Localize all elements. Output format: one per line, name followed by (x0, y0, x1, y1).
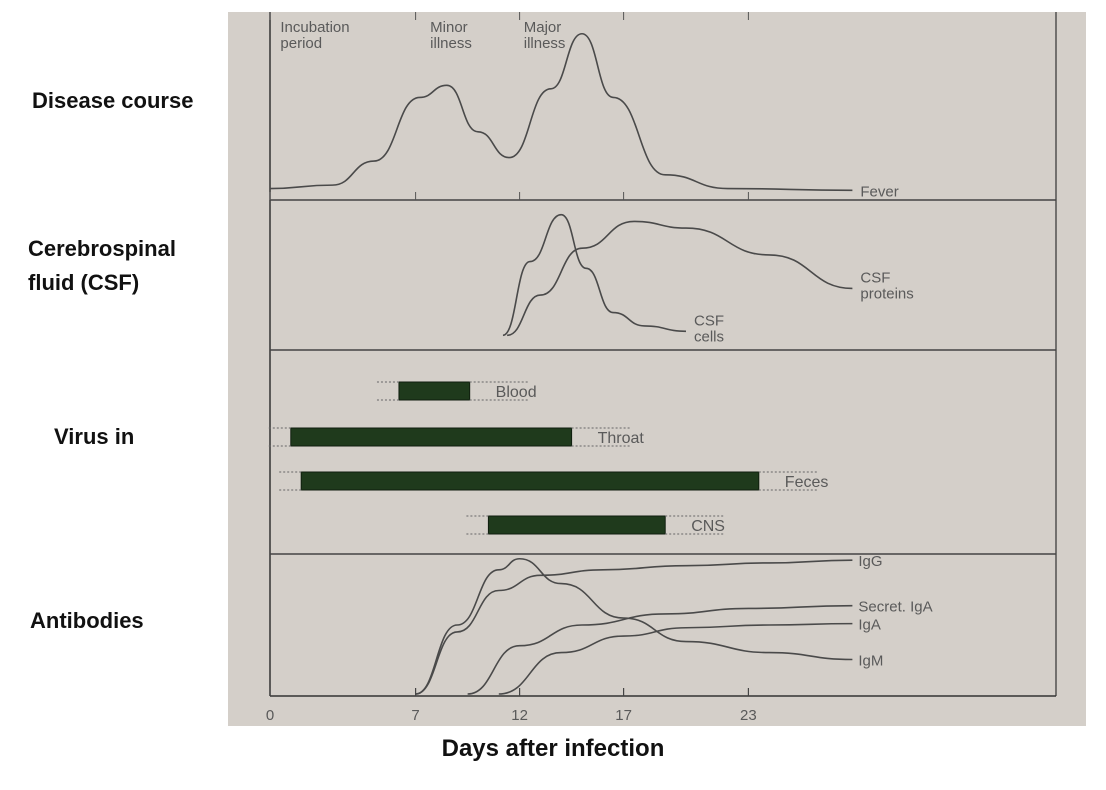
x-tick-label: 0 (266, 707, 274, 724)
series-label-throat: Throat (598, 430, 645, 447)
series-line-iga (498, 622, 853, 695)
series-label-fever: Fever (860, 183, 898, 200)
row-label-disease-course: Disease course (32, 88, 194, 113)
series-label-iga: IgA (858, 617, 881, 634)
series-label-igg: IgG (858, 553, 882, 570)
x-tick-label: 7 (411, 707, 419, 724)
virus-bar-feces (300, 471, 760, 491)
series-line-fever (269, 32, 853, 192)
series-label-secret-iga: Secret. IgA (858, 599, 932, 616)
virus-bar-cns (487, 515, 666, 535)
row-label-csf-line1: Cerebrospinal (28, 236, 176, 261)
row-label-virus-in: Virus in (54, 424, 135, 449)
virus-bar-throat (290, 427, 573, 447)
phase-label-3-line2: illness (524, 35, 566, 52)
phase-label-2-line1: Minor (430, 19, 468, 36)
series-label-cns: CNS (691, 518, 725, 535)
series-label-igm: IgM (858, 653, 883, 670)
series-line-secret-iga (467, 604, 853, 695)
series-label-csf-proteins-line2: proteins (860, 285, 913, 302)
series-line-igg (415, 559, 853, 695)
series-label-blood: Blood (496, 384, 537, 401)
row-label-antibodies: Antibodies (30, 608, 144, 633)
series-line-csf-cells (502, 213, 687, 337)
series-label-csf-proteins-line1: CSF (860, 269, 890, 286)
x-axis-title: Days after infection (441, 735, 665, 762)
x-tick-label: 17 (615, 707, 632, 724)
series-label-csf-cells-line2: cells (694, 328, 724, 345)
series-line-igm (415, 557, 853, 695)
chart-svg: 0 7 12 17 23IncubationperiodMinorillnessMajo… (266, 12, 1057, 724)
row-label-csf-line2: fluid (CSF) (28, 270, 140, 295)
series-label-csf-cells-line1: CSF (694, 312, 724, 329)
series-line-csf-proteins (506, 220, 853, 337)
chart-panel: 0 7 12 17 23 Incubation period Minor illness Majo… (228, 12, 1086, 726)
x-tick-label: 12 (511, 707, 528, 724)
phase-label-2-line2: illness (430, 35, 472, 52)
virus-bar-blood (398, 381, 471, 401)
series-label-feces: Feces (785, 474, 829, 491)
phase-label-1-line2: period (280, 35, 322, 52)
x-tick-label: 23 (740, 707, 757, 724)
phase-label-1-line1: Incubation (280, 19, 349, 36)
phase-label-3-line1: Major (524, 19, 562, 36)
